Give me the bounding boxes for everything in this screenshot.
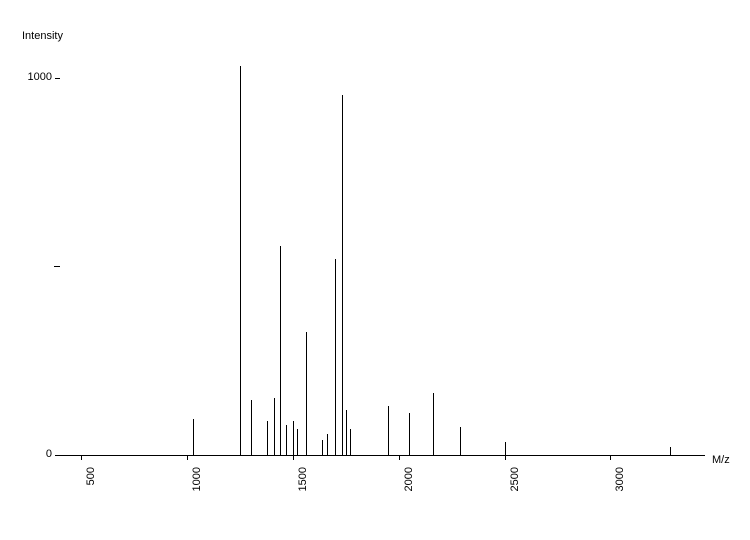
spectrum-peak	[460, 427, 461, 455]
spectrum-peak	[388, 406, 389, 455]
y-tick-label: 1000	[12, 71, 52, 83]
x-axis-title: M/z	[712, 454, 730, 466]
spectrum-peak	[505, 442, 506, 455]
x-tick	[399, 455, 400, 460]
spectrum-peak	[286, 425, 287, 455]
spectrum-peak	[251, 400, 252, 455]
x-tick-label: 3000	[614, 467, 626, 501]
spectrum-peak	[433, 393, 434, 455]
mass-spectrum-chart: Intensity M/z 500 1000 1500 2000 2500 3000 0 1…	[0, 0, 750, 540]
x-tick	[610, 455, 611, 460]
spectrum-peak	[193, 419, 194, 455]
x-tick	[187, 455, 188, 460]
spectrum-peak	[350, 429, 351, 455]
spectrum-peak	[322, 440, 323, 455]
spectrum-peak	[297, 429, 298, 455]
y-axis-title: Intensity	[22, 30, 63, 42]
spectrum-peak	[274, 398, 275, 455]
x-tick-label: 1500	[297, 467, 309, 501]
y-tick	[55, 455, 60, 456]
spectrum-peak	[346, 410, 347, 455]
x-tick-label: 1000	[191, 467, 203, 501]
y-axis-mid-mark	[54, 266, 60, 267]
spectrum-peak	[335, 259, 336, 455]
spectrum-peak	[267, 421, 268, 455]
spectrum-peak	[293, 421, 294, 455]
spectrum-peak	[409, 413, 410, 455]
spectrum-peak	[306, 332, 307, 455]
x-tick-label: 2000	[403, 467, 415, 501]
spectrum-peak	[670, 447, 671, 455]
x-tick	[293, 455, 294, 460]
x-tick-label: 500	[85, 467, 97, 501]
spectrum-peak	[327, 434, 328, 455]
spectrum-peak	[342, 95, 343, 455]
x-tick	[81, 455, 82, 460]
x-tick-label: 2500	[509, 467, 521, 501]
y-tick-label: 0	[12, 448, 52, 460]
x-axis-line	[60, 455, 705, 456]
y-tick	[55, 78, 60, 79]
x-tick	[505, 455, 506, 460]
spectrum-peak	[280, 246, 281, 455]
spectrum-peak	[240, 66, 241, 455]
